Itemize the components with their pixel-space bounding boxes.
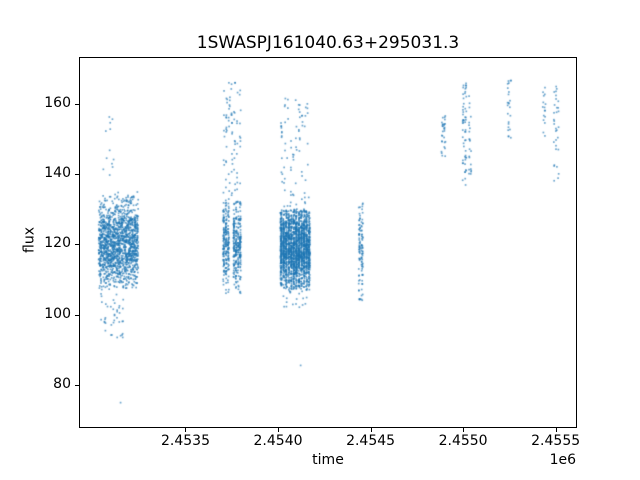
scatter-points-canvas: [80, 58, 576, 427]
x-tick: [463, 428, 465, 432]
y-tick: [75, 244, 79, 246]
x-tick: [555, 428, 557, 432]
x-tick: [278, 428, 280, 432]
y-tick-label: 120: [44, 235, 71, 252]
axes-frame: [79, 57, 577, 428]
y-tick: [75, 314, 79, 316]
y-tick-label: 140: [44, 164, 71, 181]
x-tick-label: 2.4550: [438, 433, 488, 449]
y-tick-label: 80: [53, 375, 71, 392]
chart-title: 1SWASPJ161040.63+295031.3: [196, 33, 460, 53]
x-axis-label: time: [312, 452, 344, 468]
y-tick: [75, 384, 79, 386]
y-tick: [75, 173, 79, 175]
x-tick-label: 2.4555: [531, 433, 581, 449]
y-tick-label: 160: [44, 94, 71, 111]
x-tick-label: 2.4535: [160, 433, 210, 449]
x-tick-label: 2.4540: [253, 433, 303, 449]
x-tick: [185, 428, 187, 432]
x-tick: [370, 428, 372, 432]
y-tick: [75, 103, 79, 105]
y-tick-label: 100: [44, 305, 71, 322]
x-tick-label: 2.4545: [346, 433, 396, 449]
x-axis-offset-label: 1e6: [549, 452, 576, 468]
